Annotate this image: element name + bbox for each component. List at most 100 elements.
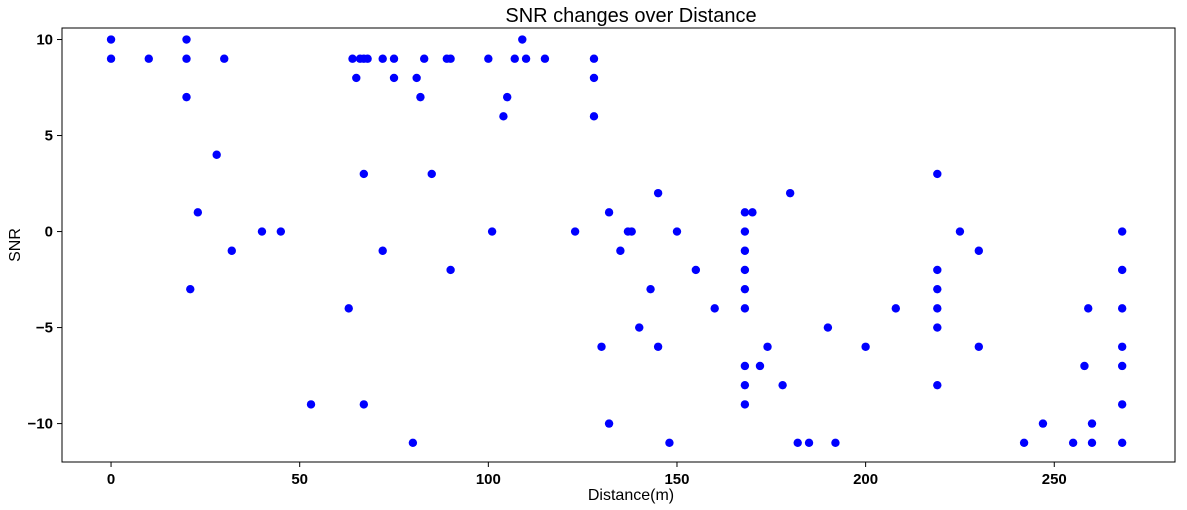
data-point	[412, 73, 421, 83]
data-point	[257, 227, 267, 236]
data-point	[1087, 419, 1097, 428]
data-point	[778, 380, 787, 390]
data-point	[653, 188, 663, 198]
data-point	[378, 54, 387, 63]
data-point	[540, 54, 550, 63]
data-point	[1117, 342, 1127, 351]
data-point	[499, 112, 508, 121]
data-point	[793, 438, 802, 447]
data-point	[518, 35, 527, 44]
chart-title: SNR changes over Distance	[505, 5, 756, 27]
data-point	[352, 73, 361, 83]
x-tick-label: 150	[664, 471, 689, 488]
data-point	[653, 342, 663, 351]
data-point	[220, 54, 229, 63]
data-point	[710, 304, 719, 313]
data-point	[186, 284, 195, 294]
data-point	[1117, 438, 1127, 447]
data-point	[484, 54, 493, 63]
data-point	[861, 342, 870, 351]
data-point	[182, 92, 191, 102]
data-point	[831, 438, 840, 447]
data-point	[446, 54, 455, 63]
data-point	[891, 304, 901, 313]
data-point	[748, 208, 757, 217]
data-point	[416, 92, 425, 102]
data-point	[823, 323, 833, 332]
data-point	[359, 169, 369, 179]
data-point	[589, 73, 599, 83]
data-point	[503, 92, 512, 102]
data-point	[1117, 265, 1127, 275]
y-tick-label: 5	[45, 128, 53, 145]
data-point	[740, 208, 750, 217]
data-point	[408, 438, 418, 447]
y-tick-label: 10	[36, 32, 53, 49]
data-point	[1019, 438, 1029, 447]
data-point	[389, 73, 399, 83]
data-point	[276, 227, 286, 236]
data-point	[419, 54, 429, 63]
data-point	[389, 54, 399, 63]
data-point	[763, 342, 772, 351]
data-point	[589, 112, 599, 121]
data-point	[446, 265, 455, 275]
data-point	[933, 169, 942, 179]
data-point	[933, 380, 942, 390]
data-point	[182, 54, 191, 63]
data-point	[344, 304, 353, 313]
data-point	[1080, 361, 1089, 371]
data-point	[193, 208, 203, 217]
data-point	[106, 54, 116, 63]
y-tick-label: −10	[28, 416, 53, 433]
data-point	[1084, 304, 1093, 313]
data-point	[740, 227, 750, 236]
data-point	[570, 227, 580, 236]
data-point	[691, 265, 701, 275]
y-tick-label: 0	[45, 224, 53, 241]
data-point	[955, 227, 965, 236]
data-point	[589, 54, 599, 63]
points-layer	[106, 35, 1127, 447]
data-point	[740, 361, 750, 371]
data-point	[1117, 304, 1127, 313]
data-point	[604, 208, 614, 217]
x-tick-label: 0	[107, 471, 115, 488]
data-point	[427, 169, 436, 179]
data-point	[672, 227, 682, 236]
data-point	[740, 265, 750, 275]
data-point	[597, 342, 606, 351]
data-point	[1087, 438, 1097, 447]
data-point	[510, 54, 519, 63]
y-axis-label: SNR	[7, 228, 24, 262]
data-point	[1117, 400, 1127, 409]
data-point	[521, 54, 531, 63]
data-point	[646, 284, 655, 294]
data-point	[933, 304, 942, 313]
y-tick-label: −5	[36, 320, 53, 337]
data-point	[665, 438, 674, 447]
data-point	[635, 323, 644, 332]
data-point	[212, 150, 221, 159]
data-point	[740, 246, 750, 255]
data-point	[785, 188, 795, 198]
data-point	[144, 54, 153, 63]
data-point	[933, 323, 942, 332]
data-point	[363, 54, 372, 63]
plot-frame	[61, 27, 1176, 463]
data-point	[1068, 438, 1078, 447]
x-tick-label: 100	[476, 471, 501, 488]
x-tick-label: 250	[1042, 471, 1067, 488]
data-point	[933, 284, 942, 294]
data-point	[182, 35, 191, 44]
data-point	[359, 400, 369, 409]
data-point	[227, 246, 236, 255]
data-point	[740, 304, 750, 313]
x-tick-label: 50	[291, 471, 308, 488]
data-point	[604, 419, 614, 428]
data-point	[755, 361, 765, 371]
data-point	[933, 265, 942, 275]
data-point	[1117, 227, 1127, 236]
data-point	[1038, 419, 1048, 428]
